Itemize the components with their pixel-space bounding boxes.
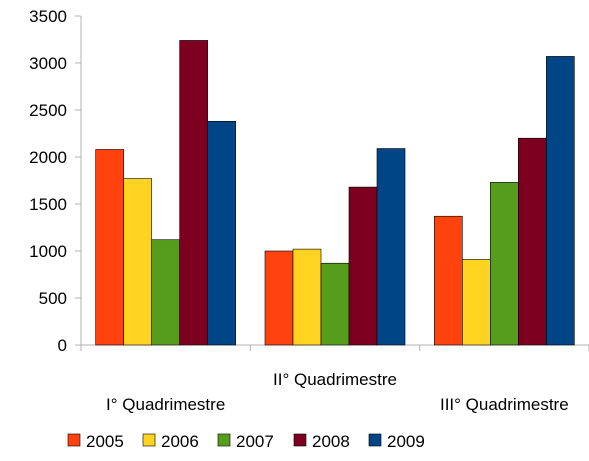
- bar-2009: [207, 120, 236, 346]
- y-axis: 0 500 1000 1500 2000 2500 3000 3500: [29, 7, 82, 355]
- x-category-label: III° Quadrimestre: [440, 395, 569, 414]
- bar-2006: [123, 178, 152, 346]
- x-axis: I° Quadrimestre II° Quadrimestre III° Quad…: [80, 344, 589, 414]
- bar-2007: [151, 239, 180, 346]
- legend-item: 2008: [293, 432, 350, 451]
- legend-swatch: [142, 433, 156, 447]
- bar-2008: [518, 137, 547, 346]
- bar-2008: [348, 186, 378, 346]
- legend-item: 2007: [217, 432, 274, 451]
- legend-label: 2005: [86, 432, 124, 451]
- bar-2005: [264, 250, 294, 346]
- bar-2008: [179, 40, 208, 346]
- y-tick-label: 1000: [29, 242, 67, 261]
- legend-item: 2006: [142, 432, 199, 451]
- legend-label: 2009: [387, 432, 425, 451]
- bar-2009: [376, 148, 406, 346]
- legend-swatch: [368, 433, 382, 447]
- y-tick-label: 3000: [29, 54, 67, 73]
- y-tick-label: 2500: [29, 101, 67, 120]
- legend-label: 2007: [236, 432, 274, 451]
- bar-2007: [490, 182, 519, 346]
- y-tick-label: 2000: [29, 148, 67, 167]
- legend-item: 2009: [368, 432, 425, 451]
- legend-label: 2006: [161, 432, 199, 451]
- y-tick-label: 500: [39, 289, 67, 308]
- legend-swatch: [293, 433, 307, 447]
- bars: [95, 40, 575, 346]
- legend-item: 2005: [67, 432, 124, 451]
- y-tick-label: 1500: [29, 195, 67, 214]
- bar-2009: [546, 56, 575, 346]
- legend-swatch: [217, 433, 231, 447]
- legend-label: 2008: [312, 432, 350, 451]
- bar-2007: [320, 262, 350, 346]
- x-category-label: II° Quadrimestre: [273, 370, 397, 389]
- bar-2005: [95, 149, 124, 346]
- y-tick-label: 3500: [29, 7, 67, 26]
- bar-2005: [434, 215, 463, 346]
- bar-2006: [462, 259, 491, 346]
- legend: 2005 2006 2007 2008 2009: [67, 432, 425, 451]
- bar-2006: [292, 248, 322, 346]
- legend-swatch: [67, 433, 81, 447]
- y-tick-label: 0: [58, 336, 67, 355]
- x-category-label: I° Quadrimestre: [106, 395, 225, 414]
